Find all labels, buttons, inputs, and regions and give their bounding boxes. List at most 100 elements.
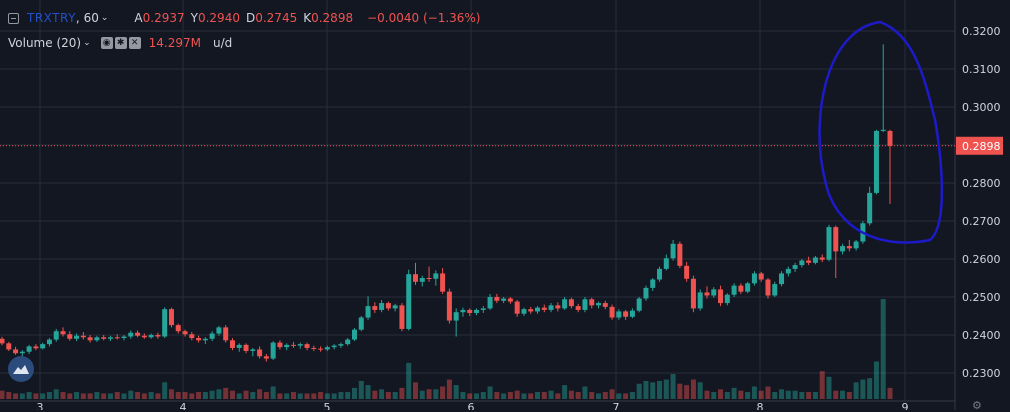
candle-body [236, 344, 242, 348]
candle-body [87, 337, 93, 341]
current-price-label: 0.2898 [962, 140, 1001, 153]
volume-bar [765, 386, 771, 399]
time-tick-label: 7 [613, 401, 620, 410]
volume-bar [623, 393, 629, 399]
candle-body [738, 285, 744, 292]
symbol-legend: TRXTRY, 60 ⌄ A 0.2937 Y 0.2940 D 0.2745 K 0.2… [8, 11, 481, 25]
candle-body [202, 338, 208, 341]
candle-body [426, 278, 432, 279]
candle-body [318, 348, 324, 350]
volume-bar [263, 392, 269, 399]
candle-body [40, 344, 46, 349]
volume-bar [684, 385, 690, 399]
close-icon[interactable]: ✕ [128, 37, 141, 49]
chevron-down-icon[interactable]: ⌄ [100, 13, 109, 23]
candle-body [779, 273, 785, 285]
candle-body [33, 346, 39, 349]
volume-bar [53, 389, 59, 399]
volume-bar [196, 392, 202, 399]
candle-body [74, 335, 80, 339]
candle-body [629, 310, 635, 317]
current-price-badge [956, 136, 1003, 155]
candle-body [182, 331, 188, 335]
candle-body [385, 303, 391, 309]
candle-body [155, 335, 161, 337]
candle-body [765, 279, 771, 296]
volume-bar [202, 392, 208, 399]
candle-body [724, 294, 730, 304]
time-tick-label: 5 [324, 401, 331, 410]
volume-bar [460, 392, 466, 399]
candle-body [521, 309, 527, 314]
volume-bar [745, 392, 751, 399]
candle-body [819, 257, 825, 260]
candle-body [324, 347, 330, 350]
candle-body [250, 349, 256, 351]
volume-bar [487, 386, 493, 399]
candle-body [718, 289, 724, 304]
volume-bar [785, 390, 791, 399]
candle-body [480, 308, 486, 310]
volume-bar [663, 379, 669, 399]
volume-bar [318, 392, 324, 399]
volume-bar [697, 382, 703, 399]
candle-body [223, 327, 229, 341]
candle-body [168, 309, 174, 326]
chevron-down-icon[interactable]: ⌄ [83, 38, 91, 48]
volume-bar [216, 389, 222, 399]
volume-indicator-label[interactable]: Volume (20) [8, 36, 82, 50]
gear-icon[interactable]: ✱ [114, 37, 127, 49]
candle-body [189, 334, 195, 339]
candle-body [812, 257, 818, 263]
volume-bar [711, 392, 717, 399]
volume-bar [833, 390, 839, 399]
candle-body [263, 356, 269, 359]
time-tick-label: 4 [180, 401, 187, 410]
volume-bar [311, 393, 317, 399]
candle-body [758, 273, 764, 280]
candle-body [304, 344, 310, 348]
candle-body [785, 268, 791, 274]
eye-icon[interactable]: ◉ [100, 37, 113, 49]
volume-bar [128, 390, 134, 399]
volume-bar [596, 393, 602, 399]
candle-body [345, 339, 351, 345]
price-tick-label: 0.2300 [962, 367, 1001, 380]
candle-body [440, 273, 446, 292]
volume-bar [40, 393, 46, 399]
candle-body [623, 311, 629, 317]
volume-bar [277, 393, 283, 399]
volume-bar [819, 371, 825, 399]
volume-bar [236, 393, 242, 399]
collapse-icon[interactable] [8, 12, 19, 24]
candle-body [175, 325, 181, 332]
close-key: K [303, 11, 312, 25]
symbol-name[interactable]: TRXTRY [27, 11, 76, 25]
volume-bar [514, 390, 520, 399]
volume-bar [867, 378, 873, 399]
settings-gear-icon[interactable]: ⚙ [972, 399, 982, 412]
candle-body [548, 305, 554, 310]
candle-body [609, 306, 615, 318]
candle-body [751, 273, 757, 284]
candle-body [60, 331, 66, 335]
high-key: Y [190, 11, 198, 25]
tradingview-logo-icon[interactable] [8, 356, 34, 382]
candle-body [277, 342, 283, 348]
candle-body [684, 265, 690, 279]
price-tick-label: 0.2600 [962, 253, 1001, 266]
volume-bar [440, 386, 446, 399]
volume-bar [101, 393, 107, 399]
volume-bar [657, 380, 663, 399]
interval-value[interactable]: 60 [83, 11, 99, 25]
candle-body [372, 306, 378, 310]
volume-bar [541, 392, 547, 399]
volume-value: 14.297M [148, 36, 201, 50]
candle-body [365, 306, 371, 318]
volume-bar [372, 390, 378, 399]
candle-body [351, 329, 357, 340]
volume-bar [121, 393, 127, 399]
volume-bar [677, 383, 683, 399]
candle-body [528, 309, 534, 312]
